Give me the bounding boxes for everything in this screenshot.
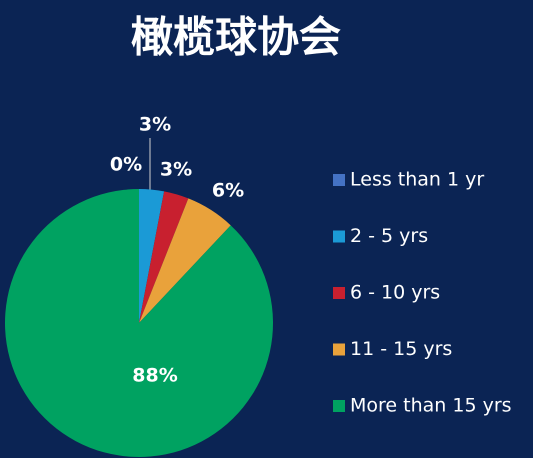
legend-label: Less than 1 yr [350,169,484,191]
value-label: 88% [132,365,177,387]
value-label: 3% [160,159,192,181]
pie-slice [139,189,165,323]
legend-swatch [333,343,345,356]
pie-slice [4,189,274,457]
legend-label: 11 - 15 yrs [350,338,452,360]
legend-swatch [333,174,345,186]
value-label: 0% [110,154,142,176]
legend-swatch [333,287,345,299]
legend-label: 2 - 5 yrs [350,225,428,247]
chart-title: 橄榄球协会 [131,13,341,62]
legend-label: 6 - 10 yrs [350,282,440,304]
value-label: 6% [212,180,244,202]
pie-slice [139,191,189,323]
legend-swatch [333,230,345,243]
pie-slice [139,198,231,323]
legend-swatch [333,400,345,412]
value-label: 3% [139,114,171,136]
legend-label: More than 15 yrs [350,395,512,417]
